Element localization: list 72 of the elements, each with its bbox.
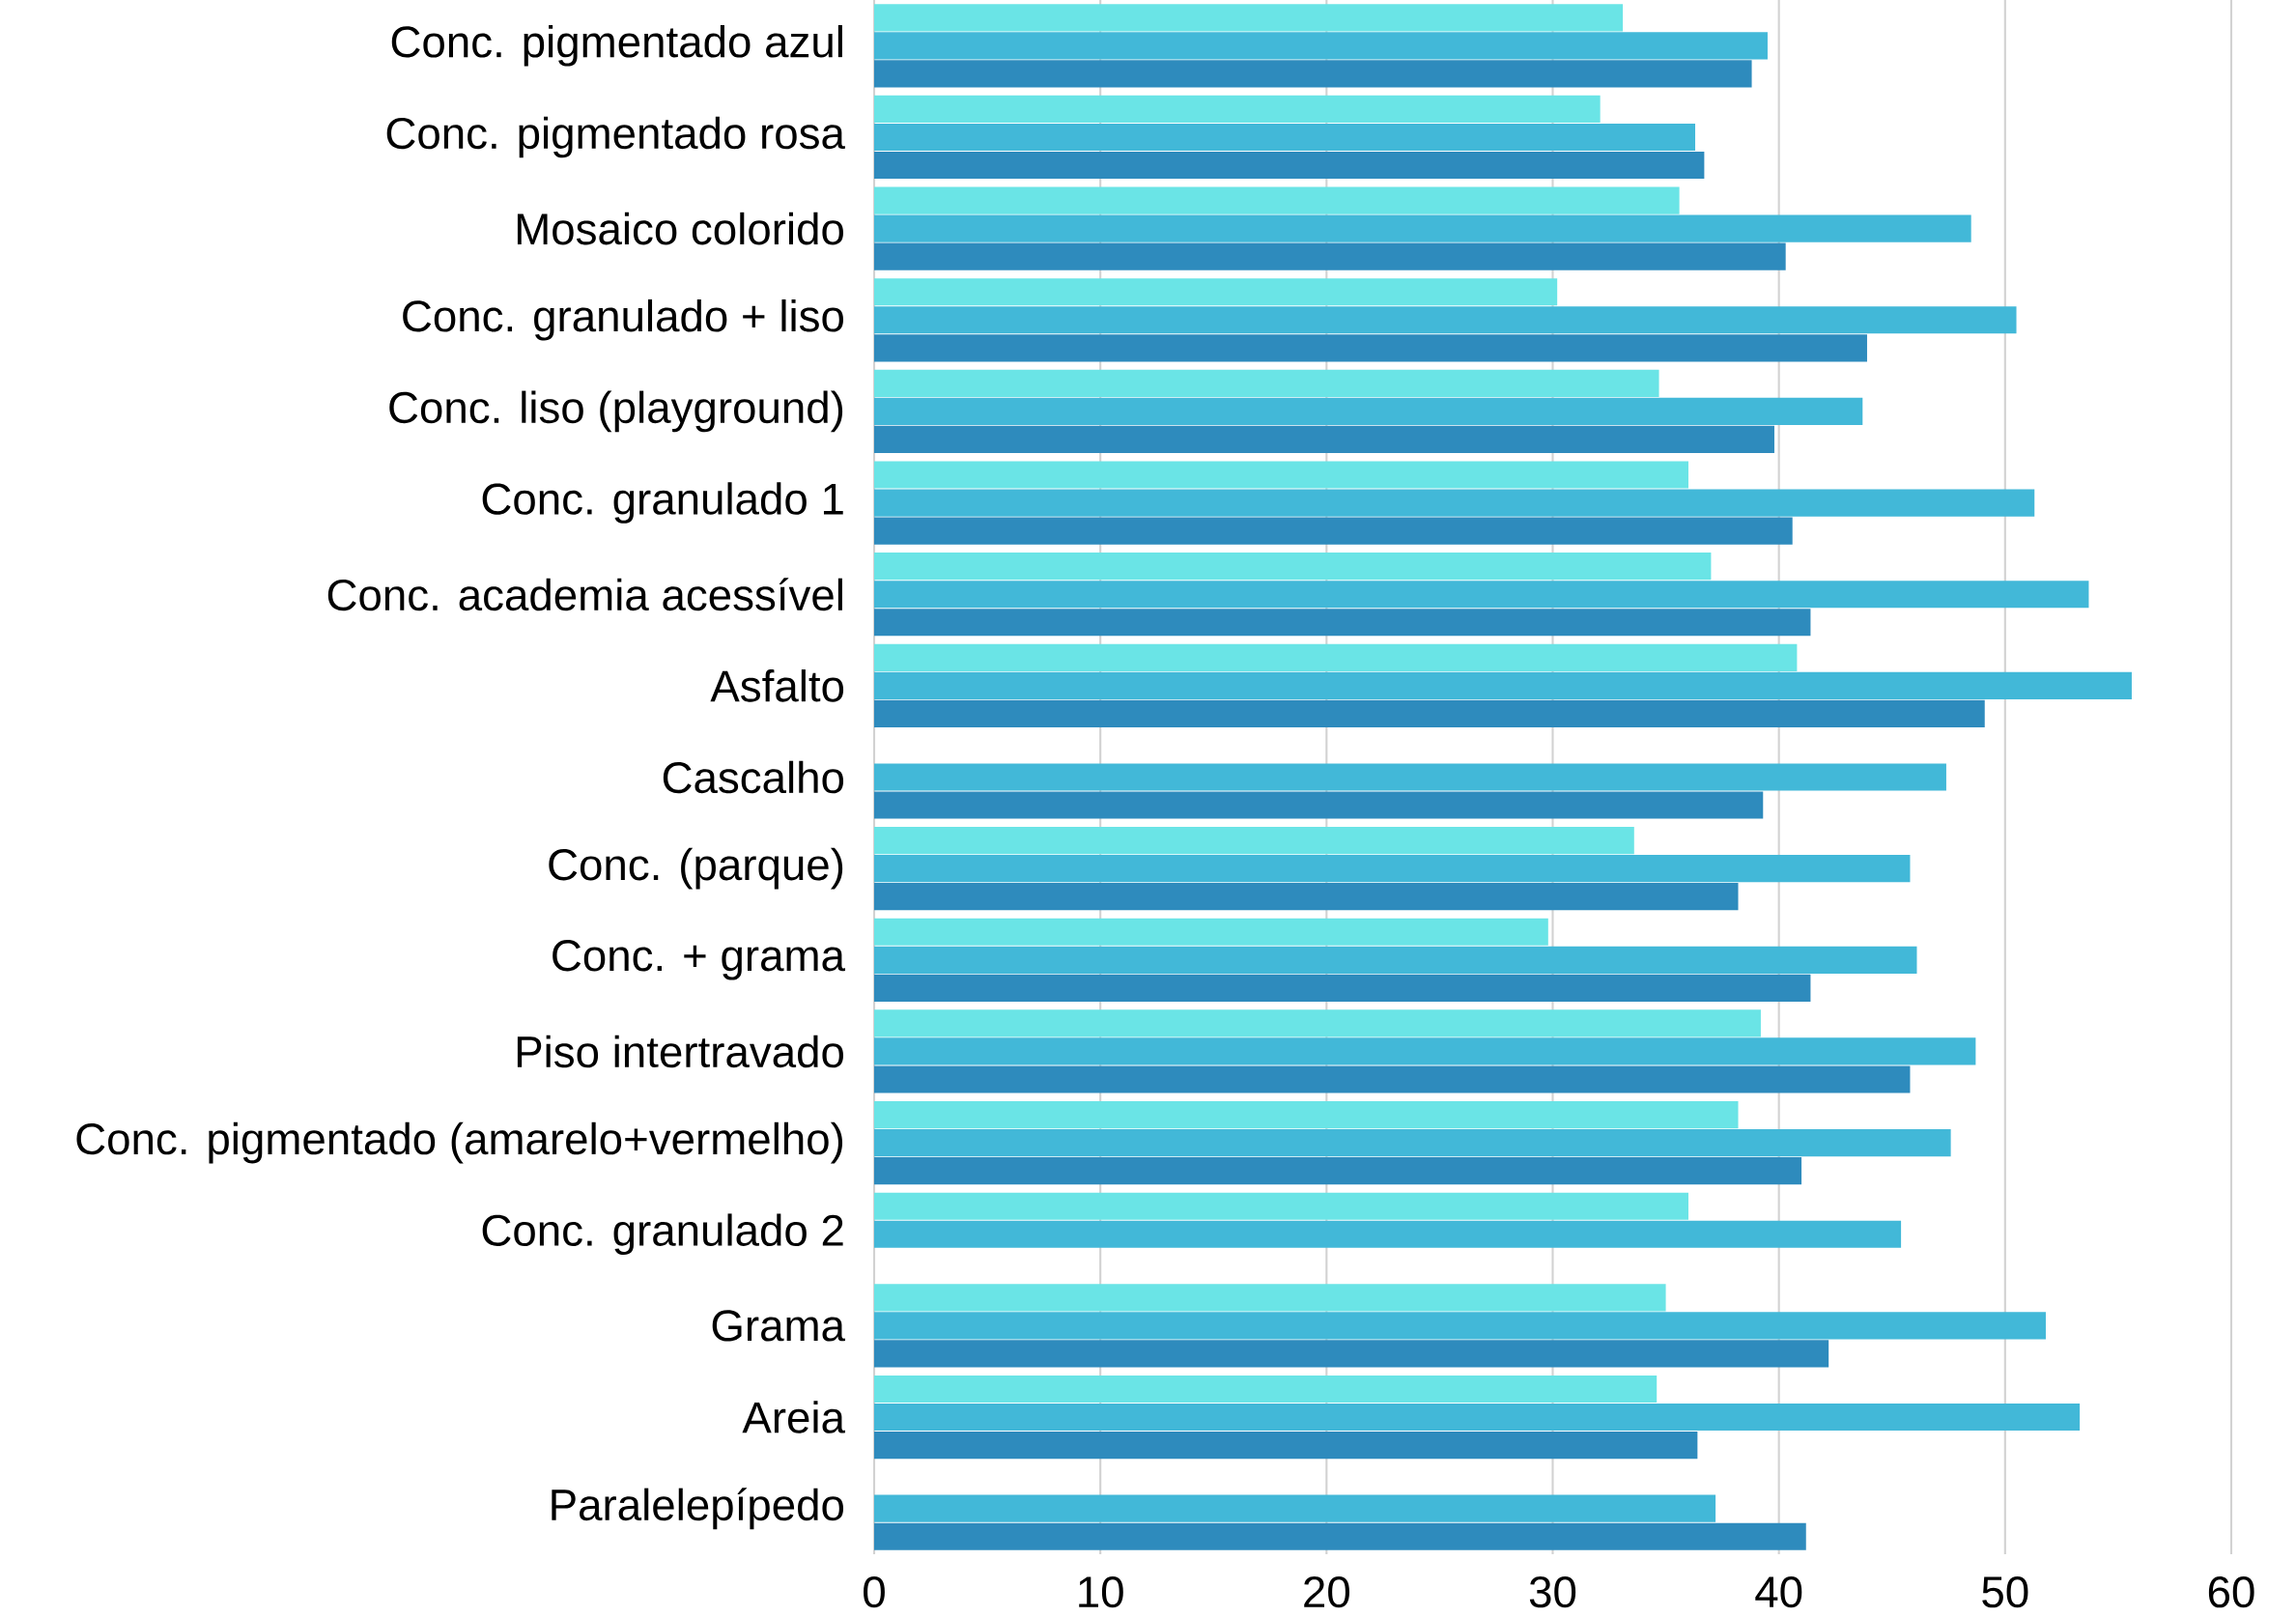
bar: [873, 1312, 2046, 1340]
bar: [873, 334, 1867, 362]
bar: [873, 1220, 1902, 1248]
bar: [873, 123, 1696, 152]
bar: [873, 699, 1985, 727]
bar: [873, 60, 1752, 88]
bar: [873, 1284, 1666, 1312]
y-tick-label: Conc. granulado 1: [482, 482, 843, 524]
x-tick-label: 20: [1304, 1575, 1349, 1608]
bar: [873, 827, 1634, 855]
bar: [873, 1037, 1976, 1065]
bar: [873, 1157, 1802, 1185]
y-tick-label: Paralelepípedo: [552, 1488, 844, 1530]
bar: [873, 553, 1712, 581]
bar: [873, 242, 1786, 270]
x-tick-label: 60: [2208, 1575, 2254, 1608]
bar: [873, 1192, 1688, 1220]
bar: [873, 95, 1601, 124]
y-tick-label: Areia: [742, 1401, 845, 1433]
bar: [873, 855, 1911, 883]
bar: [873, 306, 2017, 334]
bar: [873, 1403, 2081, 1432]
x-tick-label: 30: [1529, 1575, 1576, 1608]
bar: [873, 946, 1917, 974]
y-tick-label: Conc. liso (playground): [389, 390, 843, 433]
bar: [873, 489, 2035, 517]
bar: [873, 1431, 1698, 1460]
bar: [873, 369, 1659, 397]
bar: [873, 643, 1798, 671]
bar: [873, 1009, 1761, 1037]
bar: [873, 1494, 1716, 1522]
bar: [873, 151, 1705, 180]
bar: [873, 1522, 1806, 1550]
bar: [873, 461, 1688, 489]
y-tick-label: Conc. granulado + liso: [403, 298, 843, 341]
y-tick-label: Conc. pigmentado azul: [391, 25, 842, 67]
bar: [873, 671, 2132, 699]
bar: [873, 791, 1764, 819]
bar: [873, 1340, 1829, 1368]
bar: [873, 517, 1793, 545]
x-tick-label: 10: [1079, 1575, 1123, 1608]
y-tick-label: Conc. academia acessível: [327, 578, 842, 611]
bar: [873, 581, 2089, 609]
y-tick-label: Cascalho: [663, 760, 844, 794]
bar: [873, 32, 1768, 60]
x-tick-label: 50: [1982, 1575, 2028, 1608]
bar: [873, 1065, 1911, 1093]
bar: [873, 425, 1774, 454]
y-tick-label: Grama: [712, 1310, 846, 1342]
y-tick-label: Piso intertravado: [517, 1035, 843, 1068]
bar: [873, 186, 1680, 214]
y-tick-label: Mosaico colorido: [517, 212, 843, 245]
y-tick-label: Asfalto: [710, 669, 844, 702]
bar: [873, 974, 1811, 1002]
bar: [873, 883, 1739, 911]
y-tick-label: Conc. + grama: [553, 940, 845, 980]
x-tick-label: 0: [864, 1575, 885, 1608]
bar: [873, 1100, 1739, 1129]
bar: [873, 1129, 1951, 1157]
x-tick-label: 40: [1755, 1575, 1802, 1608]
bar: [873, 278, 1558, 306]
bar: [873, 4, 1624, 32]
bar: [873, 918, 1548, 946]
y-tick-label: Conc. (parque): [549, 847, 843, 890]
bar: [873, 1375, 1658, 1404]
y-tick-label: Conc. pigmentado rosa: [386, 116, 845, 158]
bar: [873, 214, 1971, 242]
bar: [873, 763, 1946, 791]
bar: [873, 609, 1811, 637]
bar: [873, 397, 1863, 425]
y-tick-label: Conc. granulado 2: [482, 1213, 843, 1256]
y-tick-label: Conc. pigmentado (amarelo+vermelho): [76, 1121, 843, 1164]
